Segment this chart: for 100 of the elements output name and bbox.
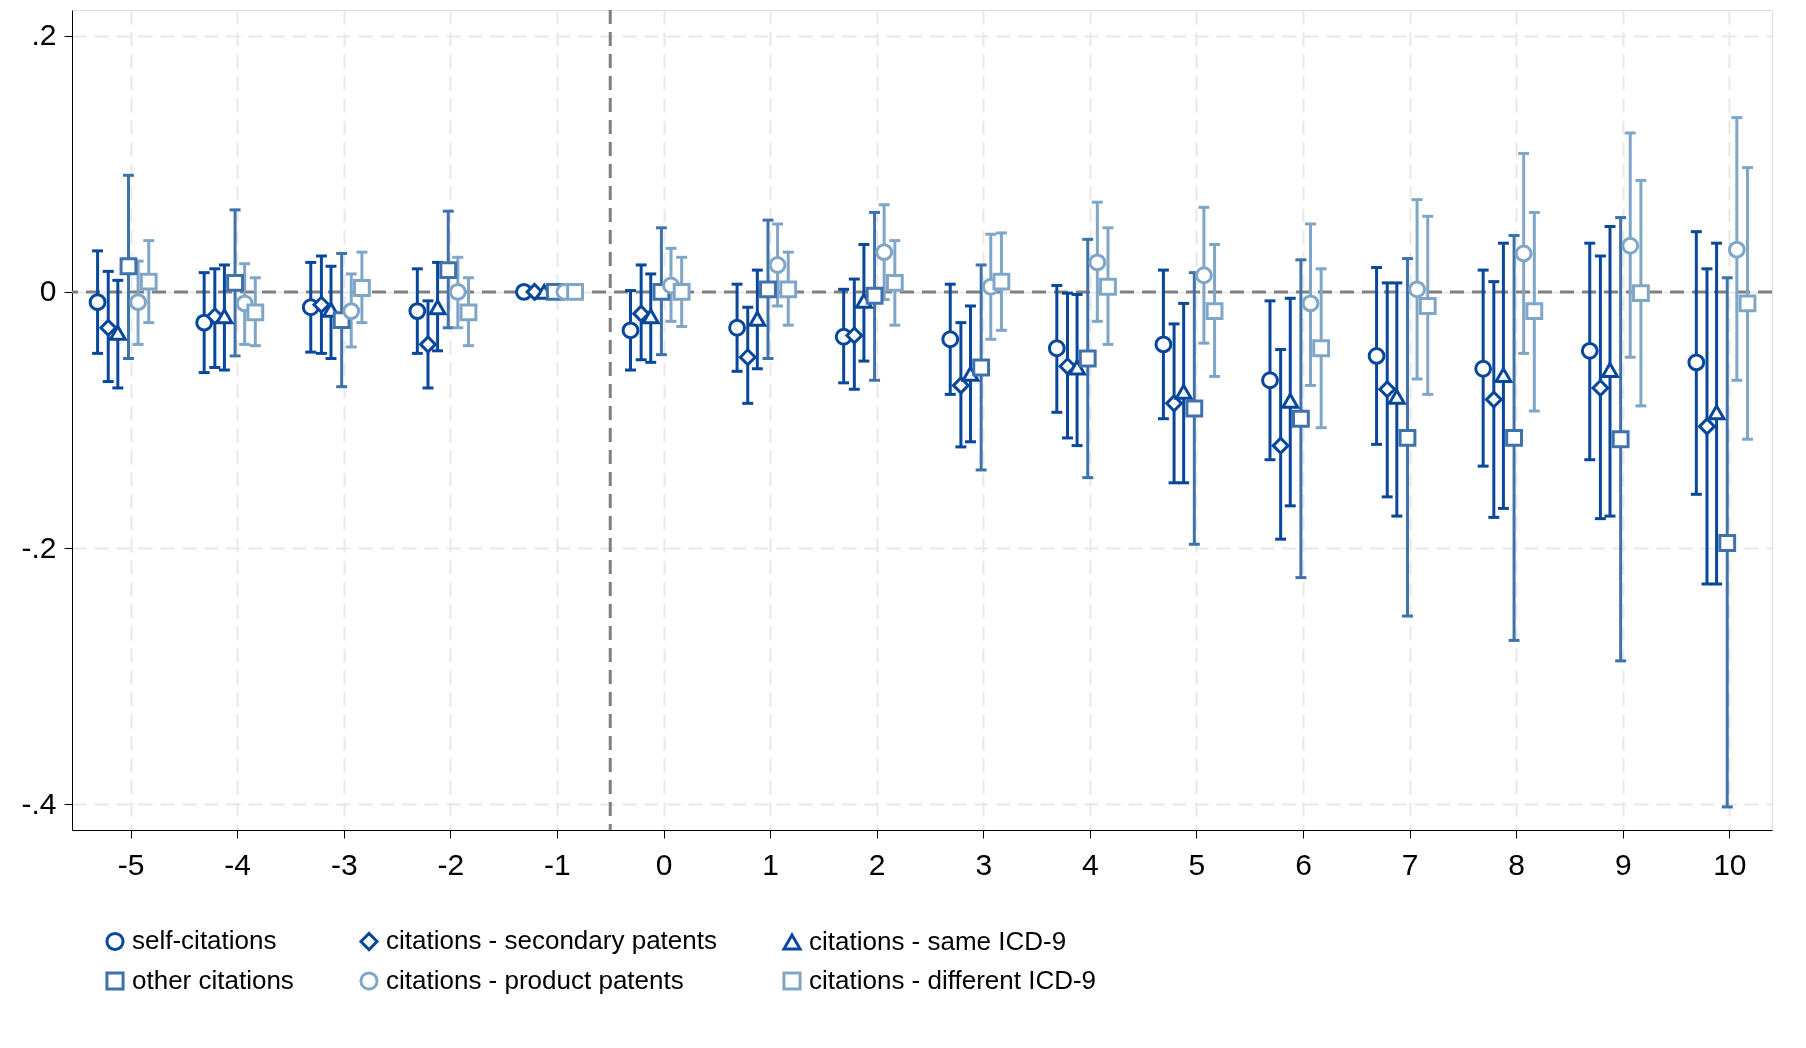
point [641,308,660,325]
x-tick-label: -3 [330,847,358,881]
legend-label: citations - different ICD-9 [809,965,1097,995]
point [1378,380,1397,399]
point [992,272,1011,291]
x-tick-label: 5 [1188,847,1206,881]
y-tick-label: -.2 [21,530,57,564]
point [1068,359,1086,376]
point [1174,383,1193,400]
point [1484,390,1503,409]
point [845,326,864,345]
point [246,303,265,322]
y-tick-label: 0 [39,274,57,308]
point [1514,244,1533,263]
y-tick-label: -.4 [21,786,57,820]
x-tick-label: 7 [1401,847,1419,881]
point [129,293,147,312]
x-tick-label: 8 [1508,847,1526,881]
point [1261,371,1279,390]
point [1154,335,1173,354]
point [759,280,777,299]
x-tick-label: 9 [1614,847,1632,881]
point [459,303,478,322]
point [865,286,884,305]
legend-label: self-citations [132,925,277,956]
point [1165,394,1183,413]
point [1281,392,1300,409]
point [439,261,458,280]
point [885,273,904,292]
point [226,273,244,292]
point [1387,389,1406,405]
point [1418,297,1437,315]
point [99,318,118,337]
point [1601,362,1619,378]
point [448,282,467,301]
point [1271,436,1290,455]
point [941,330,960,349]
point [621,321,640,340]
x-tick-label: -1 [544,847,571,881]
point [1727,240,1746,259]
point [1291,409,1310,428]
point [1707,404,1726,421]
point [566,282,584,301]
legend-label: other citations [132,965,294,995]
point [972,358,991,377]
x-tick-label: 10 [1713,847,1747,881]
x-tick-label: 4 [1082,847,1099,881]
point [1718,534,1737,552]
x-tick-label: 6 [1295,847,1312,881]
point [1591,379,1610,397]
point [1195,266,1213,285]
point [88,293,107,312]
point [1088,253,1107,272]
point [1301,294,1320,313]
point [1621,236,1640,255]
point [1047,339,1066,358]
point [108,324,127,341]
point [1312,339,1331,358]
x-tick-label: 3 [975,847,993,881]
point [1698,417,1716,436]
point [215,308,234,325]
point [768,256,787,274]
point [1099,277,1117,296]
point [428,299,447,316]
point [672,282,691,301]
point [1738,294,1757,313]
x-tick-label: -2 [437,847,465,881]
point [1687,353,1706,372]
point [1367,347,1386,365]
point [352,279,371,297]
x-tick-label: -5 [117,847,145,881]
point [1398,429,1417,447]
point [1611,430,1630,449]
point [1185,399,1204,418]
x-tick-label: 0 [655,847,673,881]
point [342,302,361,320]
point [139,272,158,291]
legend-label: citations - secondary patents [386,925,717,956]
x-tick-label: 2 [868,847,886,881]
point [779,280,798,299]
point [1408,280,1426,299]
legend-label: citations - same ICD-9 [809,926,1067,956]
point [119,257,138,276]
x-tick-label: -4 [224,847,252,881]
point [1078,349,1097,368]
point [1474,359,1493,378]
point [195,313,214,332]
y-tick-label: .2 [31,18,57,52]
point [1494,367,1513,384]
point [875,243,894,262]
point [1631,284,1650,303]
point [419,335,437,354]
point [951,376,970,395]
point [312,295,331,314]
point [1205,302,1224,321]
point [748,310,767,327]
point [1580,341,1599,360]
point [1525,302,1544,321]
point [738,348,757,367]
point [728,318,746,337]
